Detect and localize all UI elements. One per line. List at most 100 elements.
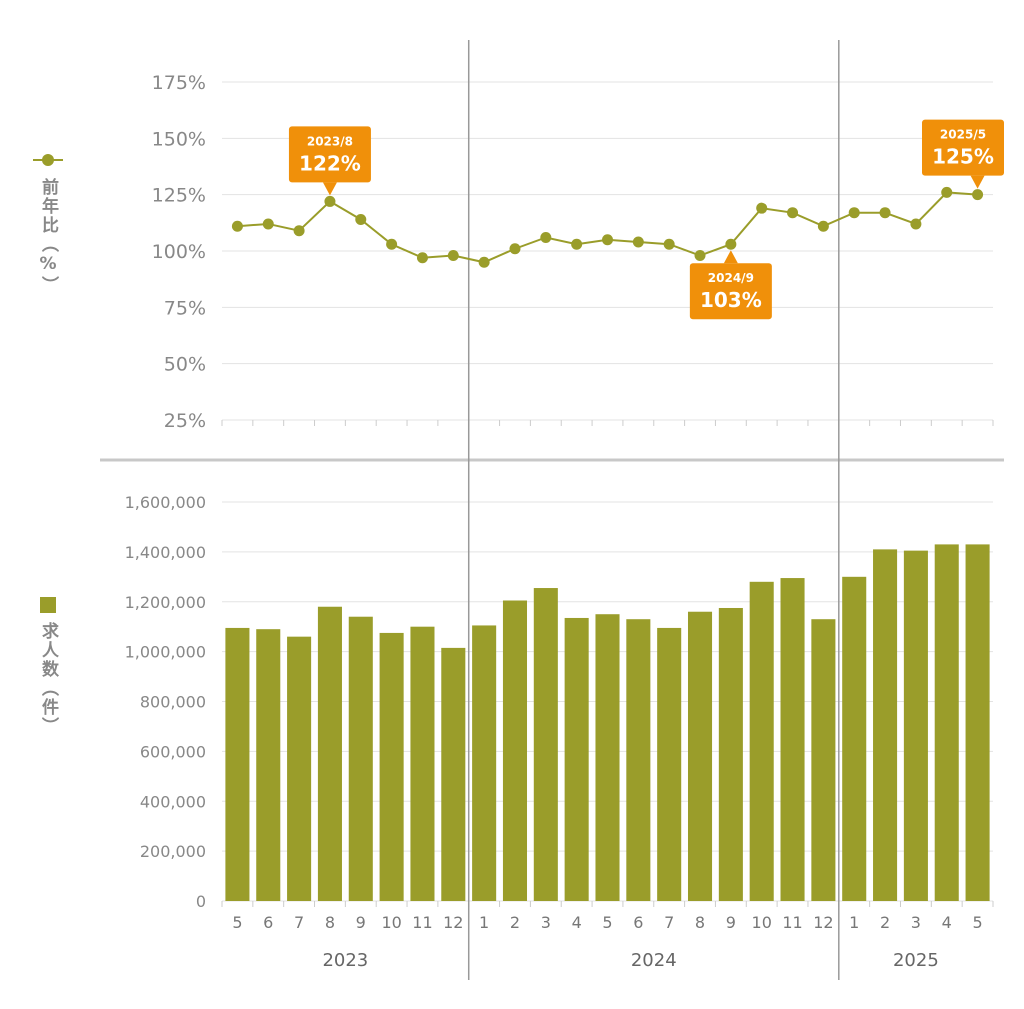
bar (564, 617, 589, 901)
month-label: 7 (294, 913, 304, 932)
month-label: 2 (880, 913, 890, 932)
year-label: 2025 (893, 950, 939, 971)
line-y-tick-label: 75% (164, 297, 206, 319)
bar (595, 614, 620, 901)
bar (811, 619, 836, 901)
bar (965, 544, 990, 901)
bar (502, 600, 528, 901)
line-point (509, 243, 521, 255)
month-label: 3 (541, 913, 551, 932)
bar-y-tick-label: 1,400,000 (125, 543, 206, 562)
line-point (972, 189, 984, 201)
callout-box (689, 263, 772, 320)
bar (256, 629, 281, 901)
bar (687, 611, 713, 901)
month-label: 3 (911, 913, 921, 932)
callout-pointer (322, 182, 337, 196)
callout-value: 125% (932, 145, 994, 169)
line-point (848, 207, 860, 219)
callout-pointer (723, 250, 738, 264)
callout-date: 2024/9 (708, 271, 754, 285)
month-label: 5 (232, 913, 242, 932)
line-point (910, 218, 922, 230)
line-point (386, 238, 398, 250)
line-y-tick-label: 175% (152, 72, 206, 94)
bar-y-tick-label: 800,000 (140, 693, 206, 712)
callout-value: 103% (700, 288, 762, 312)
line-y-tick-label: 50% (164, 354, 206, 376)
callout-box (288, 126, 371, 183)
month-label: 8 (695, 913, 705, 932)
month-label: 5 (972, 913, 982, 932)
line-point (725, 238, 737, 250)
bar (287, 636, 312, 901)
month-label: 9 (356, 913, 366, 932)
bar-y-tick-label: 1,200,000 (125, 593, 206, 612)
line-legend-label: 前年比（%） (38, 178, 58, 295)
line-point (355, 213, 367, 225)
month-label: 1 (849, 913, 859, 932)
bar (348, 616, 373, 901)
year-label: 2023 (322, 950, 368, 971)
month-label: 2 (510, 913, 520, 932)
bar (379, 632, 404, 901)
line-point (787, 207, 799, 219)
month-label: 5 (602, 913, 612, 932)
line-y-tick-label: 100% (152, 241, 206, 263)
month-label: 6 (633, 913, 643, 932)
bar (749, 581, 774, 901)
line-legend: 前年比（%） (22, 150, 74, 300)
bar (626, 619, 651, 901)
bar (780, 578, 805, 901)
line-point (663, 238, 675, 250)
line-point (817, 220, 829, 232)
bar (657, 627, 682, 901)
bar-y-tick-label: 600,000 (140, 742, 206, 761)
bar-y-tick-label: 1,600,000 (125, 493, 206, 512)
line-point (324, 195, 336, 207)
bar-legend-icon (40, 597, 56, 613)
line-point (293, 225, 305, 237)
month-label: 7 (664, 913, 674, 932)
bar-y-tick-label: 1,000,000 (125, 643, 206, 662)
month-label: 4 (572, 913, 582, 932)
line-point (694, 250, 706, 262)
line-point (416, 252, 428, 264)
bar (317, 606, 342, 901)
month-label: 11 (412, 913, 432, 932)
line-y-tick-label: 150% (152, 128, 206, 150)
line-point (231, 220, 243, 232)
callout-date: 2023/8 (307, 134, 353, 148)
month-label: 12 (443, 913, 463, 932)
month-label: 6 (263, 913, 273, 932)
line-point (632, 236, 644, 248)
year-label: 2024 (631, 950, 677, 971)
bar (718, 607, 743, 901)
bar-y-tick-label: 400,000 (140, 792, 206, 811)
month-label: 10 (752, 913, 772, 932)
bar (842, 576, 867, 901)
bar (472, 625, 497, 901)
line-point (941, 186, 953, 198)
line-point (756, 202, 768, 214)
line-series (237, 191, 978, 264)
bar (903, 550, 928, 901)
bar (533, 588, 558, 901)
line-legend-icon (33, 154, 63, 166)
month-label: 10 (381, 913, 401, 932)
line-point (262, 218, 274, 230)
bar (441, 647, 466, 901)
bar (410, 626, 435, 901)
month-label: 8 (325, 913, 335, 932)
callout-value: 122% (299, 151, 361, 175)
line-point (879, 207, 891, 219)
bar (934, 544, 959, 901)
bar-legend-label: 求人数（件） (38, 622, 58, 736)
bar-y-tick-label: 200,000 (140, 842, 206, 861)
line-y-tick-label: 25% (164, 410, 206, 432)
bar-y-tick-label: 0 (196, 892, 206, 911)
month-label: 1 (479, 913, 489, 932)
month-label: 11 (782, 913, 802, 932)
callout-box (922, 119, 1004, 176)
